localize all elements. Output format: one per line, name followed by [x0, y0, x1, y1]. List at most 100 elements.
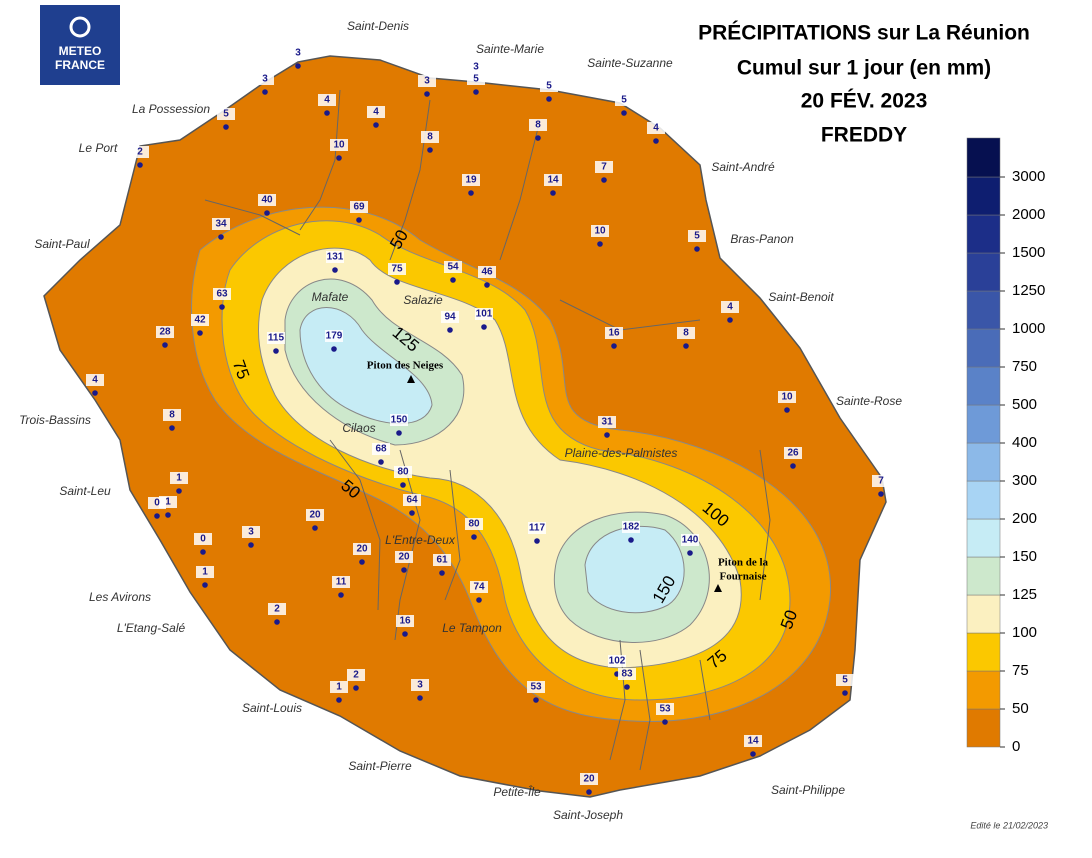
station-value: 46: [481, 267, 493, 278]
place-name: Le Tampon: [442, 621, 502, 635]
station-dot: [604, 432, 610, 438]
station-dot: [162, 342, 168, 348]
station-value: 14: [747, 736, 759, 747]
station-dot: [535, 135, 541, 141]
station-dot: [332, 267, 338, 273]
station-box: [615, 94, 633, 106]
station-value: 3: [417, 680, 423, 691]
station-dot: [417, 695, 423, 701]
station-box: [86, 374, 104, 386]
station-dot: [200, 549, 206, 555]
station-value: 3: [248, 527, 254, 538]
station-dot: [356, 217, 362, 223]
station-value: 34: [215, 219, 227, 230]
station-value: 7: [601, 162, 607, 173]
station-box: [325, 330, 343, 342]
legend-label: 1250: [1012, 282, 1045, 299]
station-dot: [324, 110, 330, 116]
station-box: [242, 526, 260, 538]
station-dot: [353, 685, 359, 691]
legend-swatch: [966, 708, 1001, 748]
station-box: [388, 263, 406, 275]
zone-150-east: [584, 525, 685, 614]
station-dot: [628, 537, 634, 543]
station-box: [196, 566, 214, 578]
station-box: [784, 447, 802, 459]
station-dot: [359, 559, 365, 565]
legend-swatch: [966, 480, 1001, 520]
station-value: 182: [623, 522, 640, 533]
station-box: [778, 391, 796, 403]
station-dot: [396, 430, 402, 436]
station-value: 53: [659, 704, 671, 715]
station-dot: [219, 304, 225, 310]
place-name: La Possession: [132, 102, 210, 116]
station-value: 4: [727, 302, 733, 313]
station-value: 179: [326, 331, 343, 342]
place-name: Saint-Pierre: [348, 759, 412, 773]
station-value: 4: [653, 123, 659, 134]
station-dot: [223, 124, 229, 130]
legend-swatch: [966, 137, 1001, 178]
station-box: [421, 131, 439, 143]
place-name: Sainte-Rose: [836, 394, 902, 408]
place-name: L'Etang-Salé: [117, 621, 186, 635]
station-box: [465, 518, 483, 530]
station-dot: [202, 582, 208, 588]
station-value: 1: [202, 567, 208, 578]
station-value: 94: [444, 312, 456, 323]
place-name: Trois-Bassins: [19, 413, 91, 427]
legend-swatch: [966, 670, 1001, 710]
station-box: [528, 522, 546, 534]
legend-label: 50: [1012, 700, 1029, 717]
station-value: 0: [200, 534, 206, 545]
station-dot: [154, 513, 160, 519]
station-value: 54: [447, 262, 459, 273]
station-value: 16: [608, 328, 620, 339]
station-dot: [176, 488, 182, 494]
station-value: 83: [621, 669, 633, 680]
legend-label: 0: [1012, 738, 1020, 755]
station-box: [444, 261, 462, 273]
station-dot: [533, 697, 539, 703]
logo-text: FRANCE: [55, 58, 105, 72]
summit-marker: [407, 375, 415, 383]
legend-label: 300: [1012, 472, 1037, 489]
station-box: [598, 416, 616, 428]
station-value: 5: [473, 74, 479, 85]
station-dot: [427, 147, 433, 153]
station-dot: [424, 91, 430, 97]
station-box: [306, 509, 324, 521]
station-dot: [336, 155, 342, 161]
station-dot: [662, 719, 668, 725]
station-dot: [401, 567, 407, 573]
legend-swatch: [966, 594, 1001, 634]
station-box: [330, 139, 348, 151]
station-value: 20: [309, 510, 321, 521]
place-name: Saint-Benoit: [768, 290, 834, 304]
station-value: 8: [169, 410, 175, 421]
legend-label: 200: [1012, 510, 1037, 527]
station-box: [872, 475, 890, 487]
station-box: [131, 146, 149, 158]
station-dot: [402, 631, 408, 637]
station-value: 10: [594, 226, 606, 237]
station-box: [347, 669, 365, 681]
summit-marker: [714, 584, 722, 592]
station-box: [411, 679, 429, 691]
station-dot: [683, 343, 689, 349]
station-box: [540, 80, 558, 92]
station-dot: [262, 89, 268, 95]
station-box: [608, 655, 626, 667]
station-box: [217, 108, 235, 120]
station-dot: [264, 210, 270, 216]
legend-label: 150: [1012, 548, 1037, 565]
station-dot: [273, 348, 279, 354]
place-name: Bras-Panon: [730, 232, 794, 246]
station-box: [289, 47, 307, 59]
station-dot: [439, 570, 445, 576]
station-box: [367, 106, 385, 118]
station-box: [605, 327, 623, 339]
place-name: Les Avirons: [89, 590, 151, 604]
place-name: Mafate: [312, 290, 349, 304]
